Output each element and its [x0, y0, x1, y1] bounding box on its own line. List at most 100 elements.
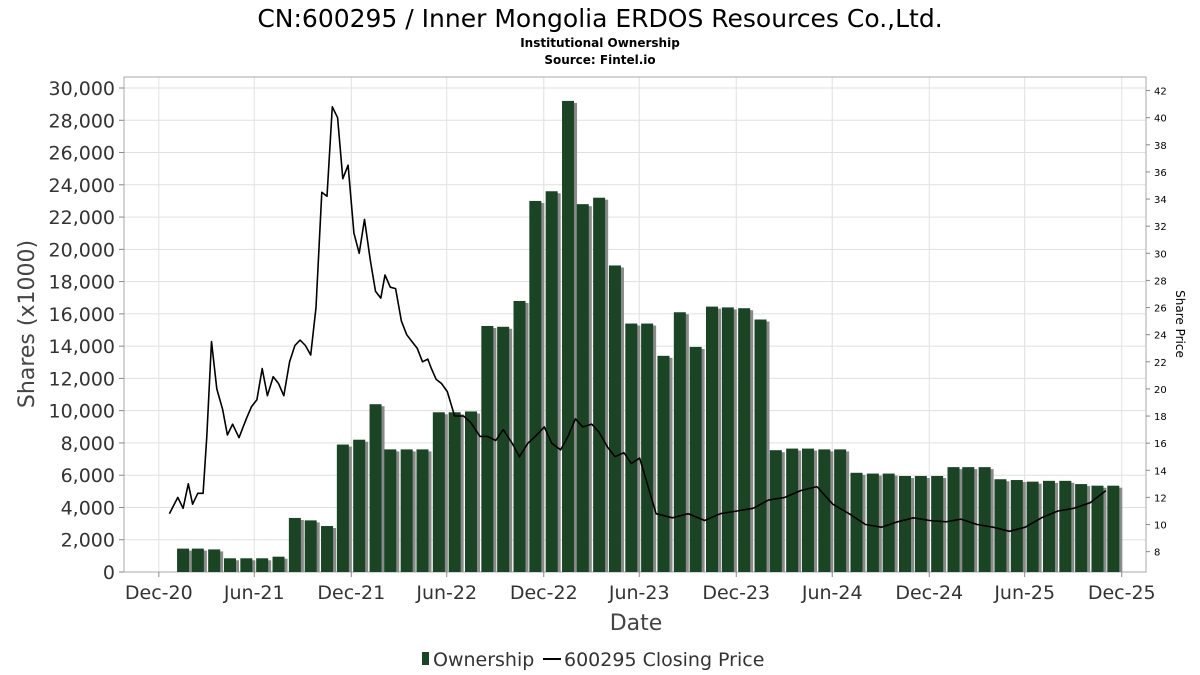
price-line: [168, 106, 1107, 533]
y-tick-label: 20,000: [49, 239, 115, 261]
y-tick-label: 6,000: [61, 465, 115, 487]
ownership-bar: [593, 197, 606, 572]
x-tick-label: Dec-23: [702, 582, 770, 604]
y-tick-label: 22,000: [49, 207, 115, 229]
y2-tick-label: 34: [1154, 195, 1167, 206]
y2-tick-label: 24: [1154, 331, 1167, 342]
ownership-bar: [673, 312, 686, 572]
ownership-bar: [914, 476, 927, 572]
y2-axis-label: Share Price: [1173, 290, 1187, 358]
ownership-bar: [562, 100, 575, 572]
ownership-bar: [288, 517, 301, 572]
chart-title: CN:600295 / Inner Mongolia ERDOS Resourc…: [257, 4, 942, 33]
ownership-bar: [608, 265, 621, 572]
ownership-bar: [641, 323, 654, 572]
ownership-bar: [689, 346, 702, 572]
y2-tick-label: 14: [1154, 466, 1167, 477]
y2-axis-ticks: 8 10 12 14 16 18 20 22 24 26 28 30 32 34 36 38 40 42: [1146, 87, 1167, 559]
ownership-bar: [384, 449, 397, 572]
ownership-bar: [513, 300, 526, 572]
legend-ownership-label: Ownership: [433, 649, 534, 671]
y2-tick-label: 38: [1154, 141, 1167, 152]
ownership-bar: [1026, 481, 1039, 572]
x-tick-label: Jun-22: [415, 582, 477, 604]
ownership-bar: [336, 444, 349, 572]
x-tick-label: Jun-23: [608, 582, 670, 604]
x-tick-label: Dec-22: [510, 582, 578, 604]
ownership-bar: [834, 449, 847, 572]
ownership-bar: [1010, 480, 1023, 572]
y-tick-label: 18,000: [49, 272, 115, 294]
y-tick-label: 10,000: [49, 401, 115, 423]
ownership-bar: [786, 448, 799, 572]
y-tick-label: 24,000: [49, 175, 115, 197]
y2-tick-label: 42: [1154, 87, 1167, 98]
y-axis-ticks: 0 2,000 4,000 6,000 8,000 10,000 12,000 14,000 1…: [49, 78, 124, 584]
ownership-bar: [208, 549, 221, 572]
ownership-bar: [657, 355, 670, 572]
ownership-bar: [866, 473, 879, 572]
y-tick-label: 0: [103, 562, 115, 584]
ownership-bar: [1107, 485, 1120, 572]
ownership-bar: [738, 308, 751, 572]
ownership-bar: [1059, 480, 1072, 572]
y-tick-label: 2,000: [61, 530, 115, 552]
ownership-bar: [1042, 480, 1055, 572]
ownership-bar: [191, 548, 204, 572]
ownership-bar: [705, 306, 718, 572]
y-tick-label: 30,000: [49, 78, 115, 100]
legend-price-label: 600295 Closing Price: [564, 649, 764, 671]
chart-subtitle: Institutional Ownership: [520, 36, 680, 50]
ownership-bar: [464, 411, 477, 572]
legend-ownership-swatch: [422, 652, 429, 665]
y2-tick-label: 32: [1154, 222, 1167, 233]
chart-source: Source: Fintel.io: [544, 53, 655, 67]
ownership-bar: [850, 472, 863, 572]
ownership-bar: [256, 558, 269, 572]
ownership-bar: [818, 449, 831, 572]
ownership-bar: [481, 325, 494, 572]
ownership-bar: [272, 556, 285, 572]
x-tick-label: Jun-21: [223, 582, 285, 604]
y2-tick-label: 30: [1154, 249, 1167, 260]
y2-tick-label: 18: [1154, 412, 1167, 423]
ownership-bar: [962, 467, 975, 572]
y2-tick-label: 22: [1154, 358, 1167, 369]
ownership-bar: [754, 319, 767, 572]
y2-tick-label: 16: [1154, 439, 1167, 450]
ownership-bar: [177, 548, 190, 572]
ownership-bar: [529, 200, 542, 572]
ownership-bar: [1075, 484, 1088, 572]
x-axis-label: Date: [610, 611, 663, 636]
bar-series: [177, 100, 1123, 572]
ownership-bar: [721, 307, 734, 572]
line-series: [168, 106, 1107, 533]
y2-tick-label: 26: [1154, 304, 1167, 315]
y2-tick-label: 40: [1154, 114, 1167, 125]
legend: Ownership 600295 Closing Price: [422, 649, 764, 671]
ownership-bar: [576, 204, 589, 572]
ownership-bar: [321, 526, 334, 572]
ownership-bar: [369, 404, 382, 572]
ownership-bar: [240, 558, 253, 572]
x-tick-label: Dec-25: [1088, 582, 1156, 604]
ownership-bar: [769, 450, 782, 572]
y-tick-label: 28,000: [49, 110, 115, 132]
ownership-bar: [625, 323, 638, 572]
y-tick-label: 12,000: [49, 368, 115, 390]
ownership-bar: [931, 476, 944, 572]
y2-tick-label: 20: [1154, 385, 1167, 396]
ownership-bar: [545, 191, 558, 572]
ownership-bar: [899, 476, 912, 572]
ownership-bar: [304, 520, 317, 572]
ownership-bar: [1091, 485, 1104, 572]
y-tick-label: 4,000: [61, 497, 115, 519]
y-tick-label: 26,000: [49, 143, 115, 165]
x-axis-ticks: Dec-20 Jun-21 Dec-21 Jun-22 Dec-22 Jun-23 Dec-…: [125, 572, 1156, 604]
y-tick-label: 16,000: [49, 304, 115, 326]
x-tick-label: Jun-24: [801, 582, 863, 604]
x-tick-label: Jun-25: [993, 582, 1055, 604]
y2-tick-label: 8: [1154, 548, 1160, 559]
y2-tick-label: 36: [1154, 168, 1167, 179]
